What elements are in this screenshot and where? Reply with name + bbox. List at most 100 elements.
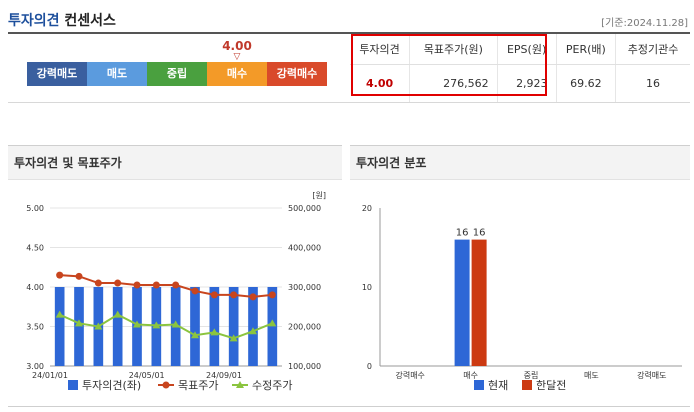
adjusted-price-point <box>75 319 83 327</box>
y-left-tick-label: 3.00 <box>26 362 44 371</box>
opinion-bar <box>267 287 278 366</box>
panel-title-opinion-target: 투자의견 및 목표주가 <box>8 146 342 180</box>
opinion-bar <box>209 287 220 366</box>
opinion-marker-value: 4.00 <box>222 39 252 53</box>
target-price-point <box>268 291 276 299</box>
y-left-tick-label: 4.00 <box>26 283 44 292</box>
adjusted-price-point <box>191 331 199 339</box>
highlight-box <box>351 34 547 96</box>
y-tick-label: 10 <box>362 283 372 292</box>
panel-title-distribution: 투자의견 분포 <box>350 146 690 180</box>
adjusted-price-point <box>113 310 122 318</box>
legend-swatch-target-point <box>162 381 170 389</box>
opinion-segment-buy: 매수 <box>207 62 267 86</box>
col-header-estimators: 추정기관수 <box>615 34 690 65</box>
section-title: 투자의견 컨센서스 <box>8 10 116 30</box>
opinion-segment-sell: 매도 <box>87 62 147 86</box>
opinion-bar <box>54 287 65 366</box>
legend-label-opinion: 투자의견(좌) <box>82 379 141 392</box>
value-estimators: 16 <box>615 64 690 102</box>
x-tick-label: 24/01/01 <box>32 371 68 380</box>
adjusted-price-point <box>152 321 161 329</box>
target-price-point <box>75 272 83 280</box>
col-header-target-price: 목표주가(원) <box>409 34 498 65</box>
y-right-tick-label: 500,000 <box>288 204 321 213</box>
section-header: 투자의견 컨센서스 [기준:2024.11.28] <box>8 8 690 30</box>
x-tick-label: 매도 <box>584 371 599 380</box>
adjusted-price-point <box>268 319 277 327</box>
bar-data-label: 16 <box>473 228 486 239</box>
section-title-main: 투자의견 <box>8 13 60 29</box>
table-divider <box>8 102 690 103</box>
adjusted-price-point <box>55 310 64 318</box>
adjusted-price-point <box>229 334 238 342</box>
y-right-unit-label: [원] <box>312 191 326 200</box>
adjusted-price-point <box>94 322 103 330</box>
x-tick-label: 강력매도 <box>637 370 666 380</box>
opinion-scale-bar: 강력매도 매도 중립 매수 강력매수 <box>27 62 327 86</box>
x-tick-label: 24/05/01 <box>129 371 165 380</box>
adjusted-price-point <box>133 320 141 328</box>
legend-swatch-opinion <box>68 380 78 390</box>
target-price-point <box>152 281 160 289</box>
legend-label-adjusted-price: 수정주가 <box>252 379 292 392</box>
target-price-point <box>210 291 218 299</box>
opinion-target-chart: 3.00 3.50 4.00 4.50 5.00 100,000 200,000 300,00… <box>26 191 326 392</box>
adjusted-price-point <box>249 327 257 335</box>
target-price-point <box>172 281 180 289</box>
x-tick-label: 중립 <box>524 371 539 380</box>
y-left-tick-label: 3.50 <box>26 323 44 332</box>
opinion-segment-strong-buy: 강력매수 <box>267 62 327 86</box>
legend-swatch-adjusted-point <box>236 381 244 388</box>
panels-bottom-divider <box>8 406 690 407</box>
bar-data-label: 16 <box>456 228 469 239</box>
y-right-tick-label: 100,000 <box>288 362 321 371</box>
x-tick-label: 24/09/01 <box>206 371 242 380</box>
opinion-segment-strong-sell: 강력매도 <box>27 62 87 86</box>
value-per: 69.62 <box>555 64 616 102</box>
y-left-tick-label: 5.00 <box>26 204 44 213</box>
y-tick-label: 0 <box>367 362 372 371</box>
opinion-bar <box>112 287 123 366</box>
adjusted-price-point <box>171 320 180 328</box>
legend-label-current: 현재 <box>488 379 508 392</box>
section-title-sub: 컨센서스 <box>64 13 116 29</box>
y-right-tick-label: 400,000 <box>288 244 321 253</box>
y-right-tick-label: 200,000 <box>288 323 321 332</box>
target-price-point <box>56 271 64 279</box>
target-price-point <box>94 279 102 287</box>
target-price-point <box>114 279 122 287</box>
opinion-scale: 4.00 ▽ 강력매도 매도 중립 매수 강력매수 <box>27 40 327 86</box>
target-price-point <box>249 293 257 301</box>
legend-label-target-price: 목표주가 <box>178 379 218 392</box>
current-bar <box>454 239 470 366</box>
value-opinion: 4.00 <box>365 76 394 90</box>
opinion-bar <box>190 287 200 366</box>
adjusted-price-point <box>210 328 219 336</box>
target-price-point <box>133 281 141 289</box>
y-tick-label: 20 <box>362 204 372 213</box>
y-right-tick-label: 300,000 <box>288 283 321 292</box>
col-header-per: PER(배) <box>555 34 616 65</box>
legend-label-month-ago: 한달전 <box>536 379 566 392</box>
opinion-marker: 4.00 ▽ <box>207 40 267 62</box>
base-date: [기준:2024.11.28] <box>601 18 688 29</box>
target-price-line <box>59 274 273 298</box>
opinion-target-panel: 투자의견 및 목표주가 3.00 3.50 4.00 4.50 5.00 100,000 2… <box>8 145 342 407</box>
target-price-point <box>230 291 238 299</box>
adjusted-price-line <box>59 313 273 340</box>
x-tick-label: 매수 <box>463 371 478 380</box>
col-header-opinion: 투자의견 <box>350 34 410 65</box>
marker-triangle-icon: ▽ <box>233 52 241 62</box>
legend-swatch-month-ago <box>522 380 532 390</box>
consensus-table-header-row: 투자의견 목표주가(원) EPS(원) PER(배) 추정기관수 <box>350 34 690 65</box>
y-left-tick-label: 4.50 <box>26 244 44 253</box>
opinion-segment-neutral: 중립 <box>147 62 207 86</box>
target-price-point <box>191 287 199 295</box>
x-tick-label: 강력매수 <box>395 370 424 380</box>
opinion-bar <box>248 287 258 366</box>
month-ago-bar <box>471 239 487 366</box>
opinion-bar <box>228 287 239 366</box>
